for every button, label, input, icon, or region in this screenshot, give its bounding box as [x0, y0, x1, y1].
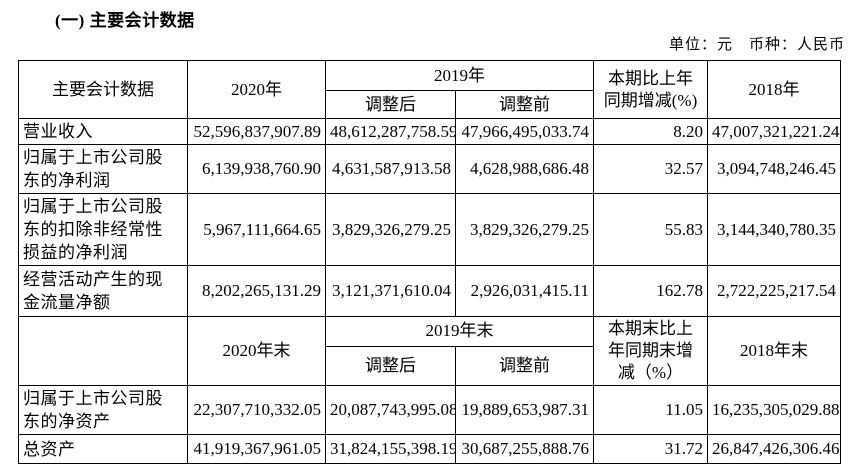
table-row: 归属于上市公司股 东的净资产 22,307,710,332.05 20,087,… [18, 385, 841, 435]
header-2019-end-adjusted: 调整后 [325, 345, 456, 387]
header-metric: 主要会计数据 [18, 60, 188, 119]
cell-change: 162.78 [593, 265, 708, 317]
row-label: 营业收入 [18, 118, 188, 145]
header-metric-end [18, 316, 188, 386]
cell-2019-before: 3,829,326,279.25 [455, 193, 594, 266]
cell-2018: 26,847,426,306.46 [707, 434, 841, 464]
cell-2018: 2,722,225,217.54 [707, 265, 841, 317]
cell-2020: 22,307,710,332.05 [187, 385, 326, 435]
unit-currency-note: 单位：元 币种：人民币 [668, 37, 845, 53]
accounting-data-table: 主要会计数据 2020年 2019年 本期比上年 同期增减(%) 2018年 调… [18, 60, 841, 464]
header-change-end: 本期末比上 年同期末增 减（%） [593, 316, 708, 386]
cell-2019-adjusted: 48,612,287,758.59 [325, 118, 456, 145]
header-2020-end: 2020年末 [187, 316, 326, 386]
cell-2018: 3,144,340,780.35 [707, 193, 841, 266]
cell-2020: 8,202,265,131.29 [187, 265, 326, 317]
cell-2020: 6,139,938,760.90 [187, 144, 326, 194]
cell-2019-before: 30,687,255,888.76 [455, 434, 594, 464]
cell-2019-adjusted: 31,824,155,398.19 [325, 434, 456, 464]
header-2019-before: 调整前 [455, 90, 594, 119]
cell-2019-adjusted: 4,631,587,913.58 [325, 144, 456, 194]
cell-2020: 41,919,367,961.05 [187, 434, 326, 464]
cell-2019-before: 47,966,495,033.74 [455, 118, 594, 145]
header-2019-end-before: 调整前 [455, 345, 594, 387]
table-row: 归属于上市公司股 东的净利润 6,139,938,760.90 4,631,58… [18, 144, 841, 194]
header-subrow-period: 调整后 调整前 [19, 90, 841, 119]
header-row-period: 主要会计数据 2020年 2019年 本期比上年 同期增减(%) 2018年 [18, 60, 841, 119]
cell-2019-adjusted: 3,121,371,610.04 [325, 265, 456, 317]
cell-change: 8.20 [593, 118, 708, 145]
table-row: 营业收入 52,596,837,907.89 48,612,287,758.59… [18, 118, 841, 145]
row-label: 归属于上市公司股 东的净利润 [18, 144, 188, 194]
cell-2019-before: 4,628,988,686.48 [455, 144, 594, 194]
header-2018-end: 2018年末 [707, 316, 841, 386]
cell-2018: 3,094,748,246.45 [707, 144, 841, 194]
cell-2019-adjusted: 20,087,743,995.08 [325, 385, 456, 435]
header-change: 本期比上年 同期增减(%) [593, 60, 708, 119]
cell-2020: 5,967,111,664.65 [187, 193, 326, 266]
header-subrow-period-end: 调整后 调整前 [19, 345, 841, 387]
row-label: 归属于上市公司股 东的扣除非经常性 损益的净利润 [18, 193, 188, 266]
cell-2018: 47,007,321,221.24 [707, 118, 841, 145]
table-row: 经营活动产生的现 金流量净额 8,202,265,131.29 3,121,37… [18, 265, 841, 317]
row-label: 归属于上市公司股 东的净资产 [18, 385, 188, 435]
table-row: 总资产 41,919,367,961.05 31,824,155,398.19 … [18, 434, 841, 464]
cell-change: 55.83 [593, 193, 708, 266]
row-label: 经营活动产生的现 金流量净额 [18, 265, 188, 317]
header-2019: 2019年 [325, 60, 594, 91]
header-2019-adjusted: 调整后 [325, 90, 456, 119]
cell-change: 32.57 [593, 144, 708, 194]
header-2020: 2020年 [187, 60, 326, 119]
row-label: 总资产 [18, 434, 188, 464]
cell-2019-adjusted: 3,829,326,279.25 [325, 193, 456, 266]
header-row-period-end: 2020年末 2019年末 本期末比上 年同期末增 减（%） 2018年末 [18, 316, 841, 386]
header-2018: 2018年 [707, 60, 841, 119]
cell-2020: 52,596,837,907.89 [187, 118, 326, 145]
cell-change: 31.72 [593, 434, 708, 464]
header-2019-end: 2019年末 [325, 316, 594, 347]
cell-change: 11.05 [593, 385, 708, 435]
cell-2019-before: 2,926,031,415.11 [455, 265, 594, 317]
section-title: (一) 主要会计数据 [55, 11, 195, 30]
cell-2018: 16,235,305,029.88 [707, 385, 841, 435]
cell-2019-before: 19,889,653,987.31 [455, 385, 594, 435]
table-row: 归属于上市公司股 东的扣除非经常性 损益的净利润 5,967,111,664.6… [18, 193, 841, 266]
